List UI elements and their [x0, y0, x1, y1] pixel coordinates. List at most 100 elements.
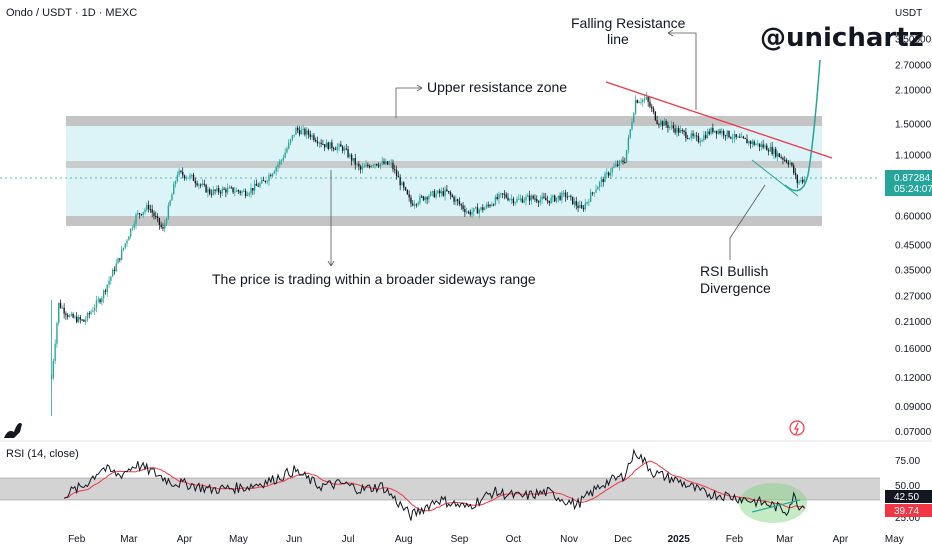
candle-body	[210, 193, 213, 195]
candle-body	[270, 175, 272, 177]
candle-body	[347, 149, 349, 157]
candle-body	[751, 141, 754, 144]
candle-body	[501, 193, 504, 195]
candle-body	[280, 160, 283, 162]
candle-body	[110, 276, 112, 281]
candle-body	[618, 160, 621, 166]
candle-body	[306, 130, 308, 135]
candle-body	[377, 165, 380, 167]
candle-body	[325, 142, 328, 148]
candle-body	[54, 343, 56, 361]
price-tick-label: 0.60000	[895, 212, 932, 223]
candle-body	[597, 186, 599, 190]
candle-body	[656, 120, 658, 124]
candle-body	[789, 162, 791, 165]
candle-body	[250, 188, 252, 194]
candle-body	[217, 188, 220, 193]
upper-resistance-arrowhead	[416, 84, 423, 92]
candle-body	[419, 196, 421, 203]
candle-body	[631, 122, 633, 130]
candle-body	[692, 133, 694, 136]
candle-body	[65, 313, 67, 316]
candle-body	[439, 190, 441, 194]
candle-body	[577, 205, 579, 208]
candle-body	[311, 135, 313, 137]
price-tick-label: 2.70000	[895, 60, 932, 71]
time-axis[interactable]: Feb Mar Apr May Jun Jul Aug Sep Oct Nov Dec 2025 Feb…	[68, 534, 904, 545]
candle-body	[248, 193, 250, 195]
time-axis-label: Sep	[451, 534, 469, 545]
candle-body	[295, 127, 297, 135]
candle-body	[643, 98, 646, 100]
rsi-divergence-label-line1: RSI Bullish	[700, 263, 768, 279]
candle-body	[318, 142, 321, 144]
candle-body	[620, 160, 622, 162]
flash-alert-icon[interactable]	[789, 420, 805, 436]
candle-body	[383, 161, 385, 164]
rsi-value-badge	[885, 490, 932, 503]
candle-body	[651, 106, 653, 109]
candle-body	[591, 192, 594, 194]
candle-body	[730, 137, 732, 139]
price-tick-label: 3.50000	[895, 34, 932, 45]
price-tick-label: 0.16000	[895, 344, 932, 355]
candle-body	[507, 197, 509, 201]
candle-body	[482, 207, 484, 210]
candle-body	[573, 201, 576, 205]
candle-body	[124, 243, 126, 248]
candle-body	[277, 164, 279, 168]
candle-body	[588, 201, 590, 203]
candle-body	[464, 209, 466, 213]
candle-body	[505, 194, 507, 198]
candle-body	[165, 219, 168, 224]
candle-body	[262, 180, 265, 182]
candle-body	[158, 218, 161, 225]
candle-body	[322, 144, 324, 146]
candle-body	[207, 189, 209, 193]
candle-body	[683, 130, 685, 132]
candle-body	[798, 181, 800, 184]
candle-body	[724, 135, 727, 137]
candle-body	[757, 143, 759, 145]
candle-body	[232, 187, 234, 193]
candle-body	[178, 170, 180, 175]
price-tick-label: 0.07000	[895, 427, 932, 438]
candle-body	[147, 204, 150, 210]
candle-body	[388, 163, 391, 165]
candle-body	[669, 126, 671, 128]
candle-body	[773, 148, 775, 155]
candle-body	[487, 204, 489, 206]
rsi-ma-value-badge	[885, 504, 932, 517]
candle-body	[609, 172, 612, 176]
rsi-divergence-label-line2: Divergence	[700, 280, 771, 296]
candle-body	[489, 205, 491, 207]
candle-body	[86, 313, 89, 320]
candle-body	[288, 142, 290, 149]
candle-body	[523, 200, 525, 203]
candle-body	[426, 197, 428, 200]
candle-body	[498, 194, 500, 200]
candle-body	[582, 207, 585, 210]
candle-body	[374, 164, 376, 166]
candle-body	[343, 148, 346, 151]
candle-body	[460, 204, 462, 206]
candle-body	[338, 144, 340, 147]
candle-body	[638, 102, 640, 104]
candle-body	[514, 202, 516, 204]
candle-body	[674, 128, 676, 133]
candle-body	[410, 197, 412, 204]
price-axis[interactable]: USDT	[895, 8, 922, 19]
candle-body	[354, 158, 356, 165]
candle-body	[595, 189, 597, 193]
candle-body	[688, 138, 691, 140]
candle-body	[473, 208, 475, 212]
candle-body	[58, 302, 60, 323]
candle-body	[600, 179, 603, 183]
candle-body	[239, 191, 241, 193]
candle-body	[264, 180, 267, 182]
candle-body	[625, 150, 628, 163]
candle-body	[500, 193, 502, 195]
candle-body	[137, 213, 139, 215]
candle-body	[171, 194, 173, 201]
